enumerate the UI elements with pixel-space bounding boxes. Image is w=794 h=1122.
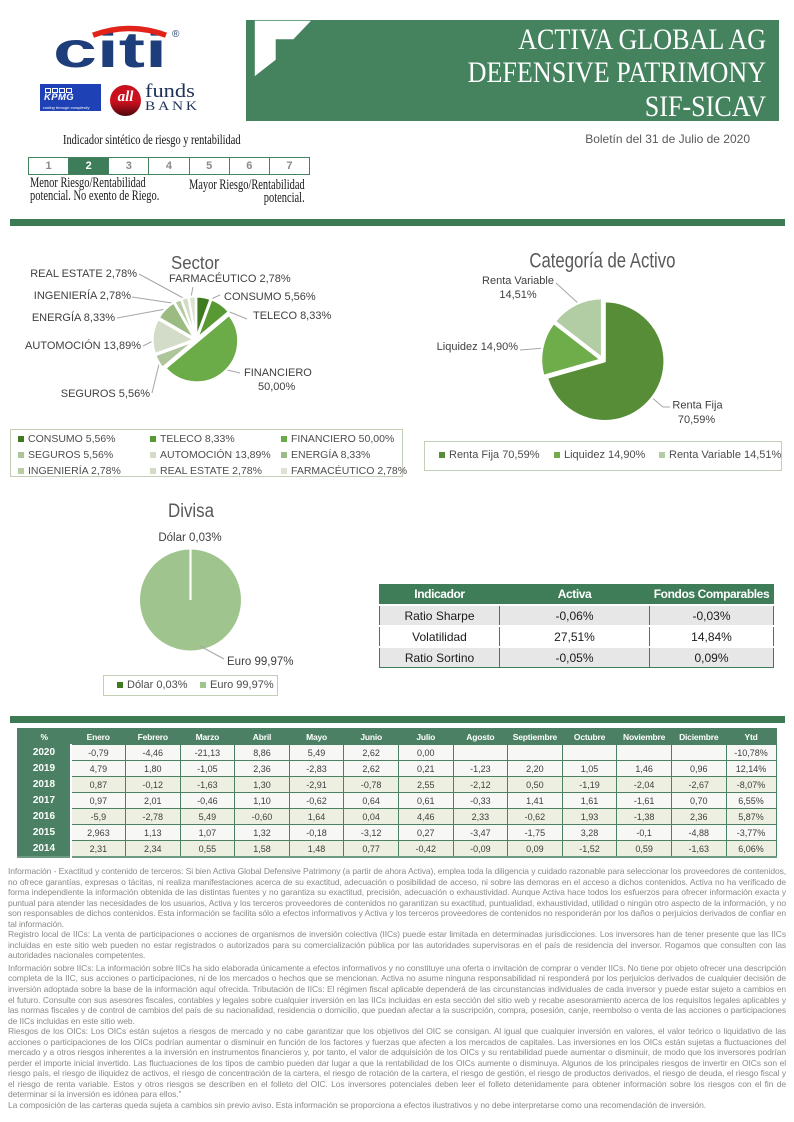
svg-text:Liquidez 14,90%: Liquidez 14,90% (437, 341, 519, 353)
svg-text:Renta Variable: Renta Variable (482, 275, 554, 287)
svg-text:REAL ESTATE 2,78%: REAL ESTATE 2,78% (30, 268, 137, 280)
svg-text:FARMACÉUTICO 2,78%: FARMACÉUTICO 2,78% (169, 272, 291, 285)
svg-text:SEGUROS 5,56%: SEGUROS 5,56% (61, 388, 150, 400)
svg-text:Categoría de Activo: Categoría de Activo (529, 249, 675, 273)
svg-text:TELECO 8,33%: TELECO 8,33% (253, 310, 331, 322)
svg-text:14,51%: 14,51% (499, 289, 537, 301)
svg-text:Renta Fija: Renta Fija (672, 400, 723, 412)
svg-text:AUTOMOCIÓN 13,89%: AUTOMOCIÓN 13,89% (25, 339, 141, 352)
svg-text:ENERGÍA 8,33%: ENERGÍA 8,33% (32, 311, 115, 324)
svg-text:®: ® (172, 29, 180, 40)
svg-text:Sector: Sector (171, 253, 220, 273)
svg-text:Euro 99,97%: Euro 99,97% (227, 656, 294, 668)
svg-text:70,59%: 70,59% (678, 414, 716, 426)
svg-text:50,00%: 50,00% (258, 381, 296, 393)
svg-text:Divisa: Divisa (168, 501, 214, 522)
svg-text:INGENIERÍA 2,78%: INGENIERÍA 2,78% (34, 289, 131, 302)
svg-text:CONSUMO 5,56%: CONSUMO 5,56% (224, 291, 316, 303)
svg-text:Dólar 0,03%: Dólar 0,03% (158, 532, 221, 544)
svg-text:FINANCIERO: FINANCIERO (244, 367, 312, 379)
